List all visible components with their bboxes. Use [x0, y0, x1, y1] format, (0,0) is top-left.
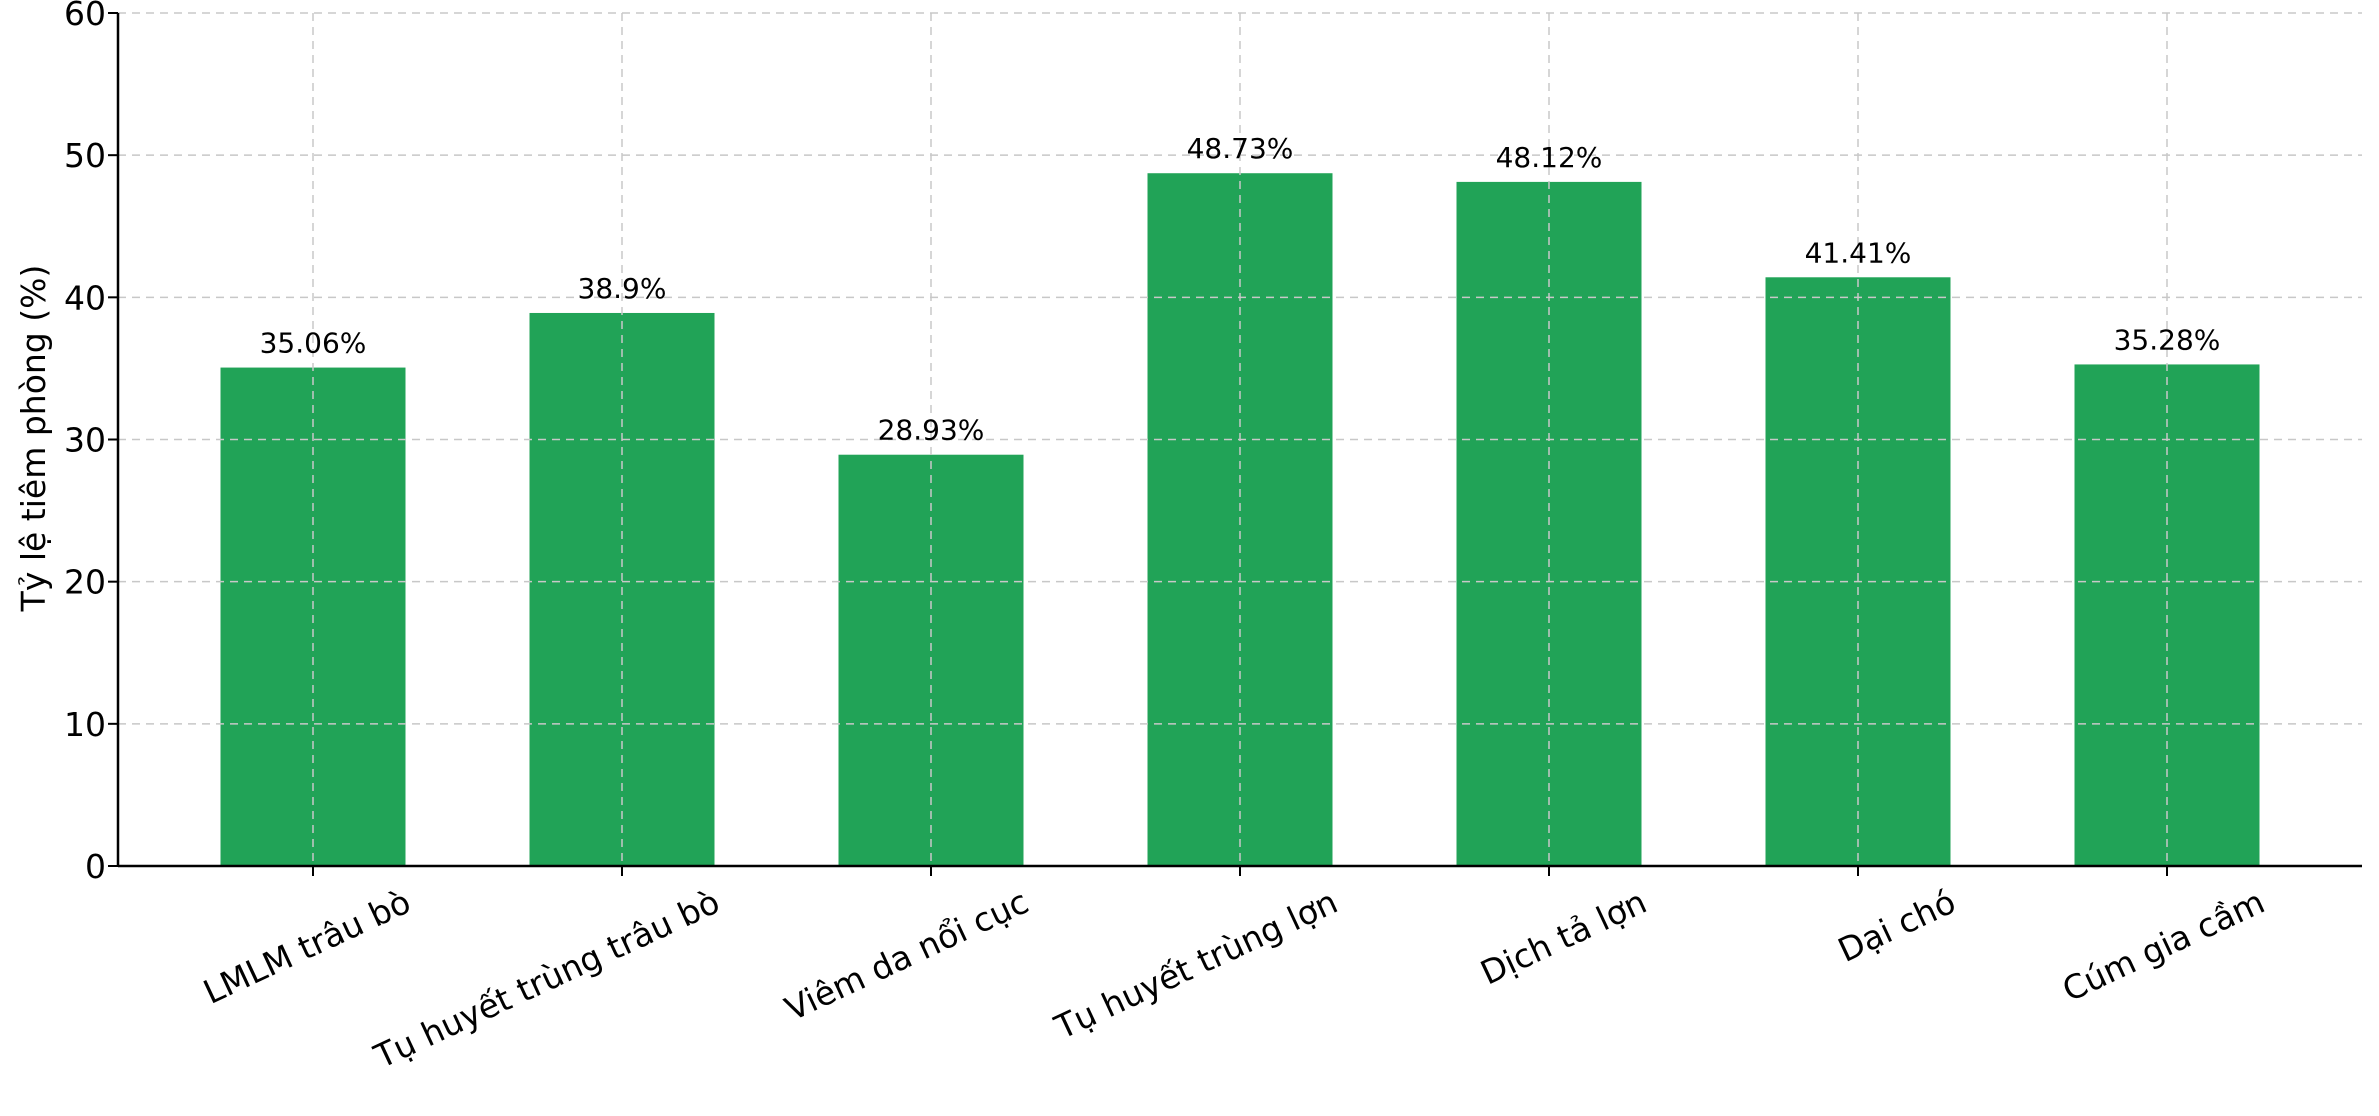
data-label: 38.9% — [578, 272, 667, 305]
bar — [1765, 277, 1951, 866]
y-tick-label: 60 — [64, 0, 106, 33]
y-tick-label: 10 — [64, 705, 106, 744]
data-label: 48.12% — [1496, 141, 1603, 174]
data-label: 35.06% — [260, 327, 367, 360]
y-tick-label: 20 — [64, 563, 106, 602]
data-label: 28.93% — [878, 414, 985, 447]
data-label: 35.28% — [2114, 323, 2221, 356]
y-tick-label: 40 — [64, 278, 106, 317]
grid-lines — [118, 12, 2362, 866]
y-axis-title: Tỷ lệ tiêm phòng (%) — [14, 265, 53, 613]
data-label: 48.73% — [1187, 132, 1294, 165]
x-tick-label: Cúm gia cầm — [2056, 882, 2270, 1009]
x-tick-label: LMLM trâu bò — [197, 882, 416, 1012]
x-tick-label: Dại chó — [1832, 882, 1961, 970]
x-tick-label: Tụ huyết trùng lợn — [1048, 882, 1343, 1047]
y-tick-label: 0 — [85, 847, 106, 886]
axes — [108, 12, 2362, 876]
y-tick-label: 30 — [64, 421, 106, 460]
x-tick-label: Viêm da nổi cục — [779, 882, 1034, 1029]
x-tick-label: Dịch tả lợn — [1475, 882, 1653, 993]
data-label: 41.41% — [1805, 236, 1912, 269]
y-tick-label: 50 — [64, 136, 106, 175]
x-tick-label: Tụ huyết trùng trâu bò — [367, 882, 725, 1077]
